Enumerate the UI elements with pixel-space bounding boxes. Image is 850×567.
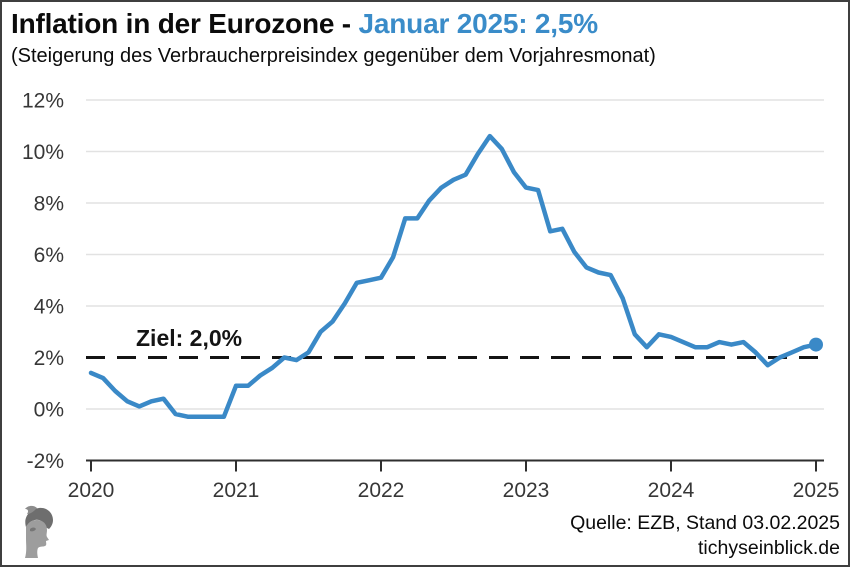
footer: Quelle: EZB, Stand 03.02.2025 tichyseinb…	[570, 511, 840, 561]
y-axis-label: 6%	[34, 244, 64, 267]
y-axis-label: 2%	[34, 347, 64, 370]
face-shape	[25, 520, 49, 558]
chart-title-highlight: Januar 2025: 2,5%	[358, 8, 599, 39]
website-note: tichyseinblick.de	[698, 537, 840, 559]
x-axis-label: 2020	[68, 479, 115, 502]
chart-title-main: Inflation in der Eurozone -	[11, 8, 359, 39]
classical-head-profile	[25, 505, 53, 558]
source-note: Quelle: EZB, Stand 03.02.2025	[570, 512, 840, 534]
inflation-line	[88, 133, 819, 419]
y-axis-label: 10%	[22, 141, 64, 164]
chart-subtitle: (Steigerung des Verbraucherpreisindex ge…	[11, 45, 656, 67]
x-axis-label: 2023	[503, 479, 550, 502]
x-axis-label: 2022	[358, 479, 405, 502]
latest-value-dot	[809, 337, 823, 352]
helmet-shape	[25, 507, 53, 529]
x-axis-label: 2024	[648, 479, 695, 502]
y-axis-label: 12%	[22, 90, 64, 113]
x-axis-label: 2021	[213, 479, 260, 502]
ear-shape	[30, 527, 36, 532]
chart-title: Inflation in der Eurozone - Januar 2025:…	[11, 7, 840, 41]
x-axis-label: 2025	[793, 479, 840, 502]
helmet-wing-shape	[25, 505, 37, 514]
y-axis-label: 4%	[34, 296, 64, 319]
y-axis-label: -2%	[27, 450, 64, 473]
classical-head-logo	[25, 505, 53, 558]
target-label: Ziel: 2,0%	[136, 325, 242, 351]
chart-header: Inflation in der Eurozone - Januar 2025:…	[11, 7, 840, 68]
y-axis-label: 8%	[34, 193, 64, 216]
y-axis-label: 0%	[34, 399, 64, 422]
